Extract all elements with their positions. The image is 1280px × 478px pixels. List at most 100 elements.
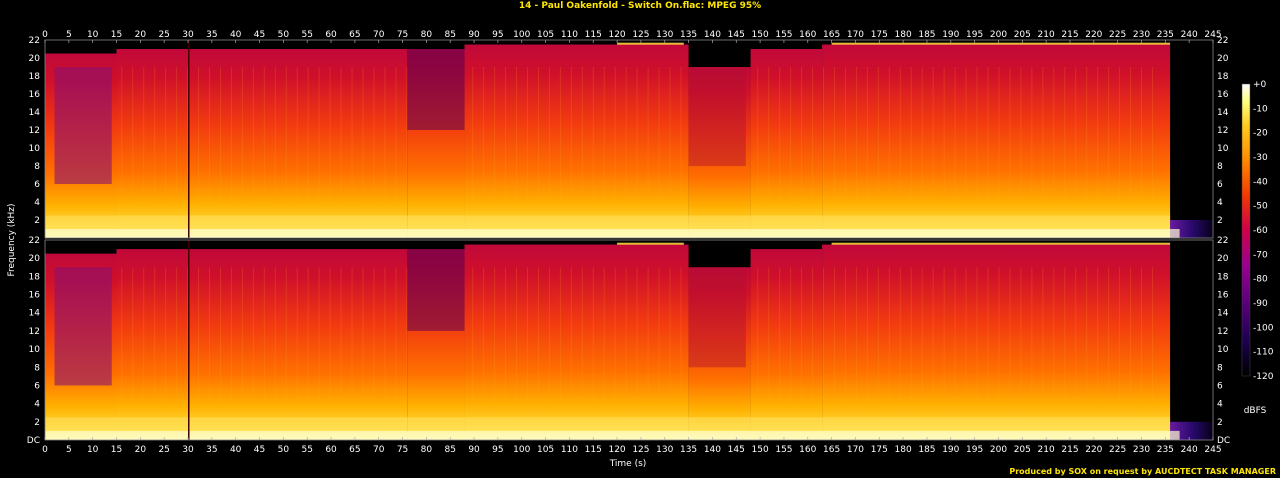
break-region xyxy=(407,249,465,331)
transient-streak xyxy=(296,67,298,211)
y-tick-label: 6 xyxy=(1217,381,1223,391)
x-tick-label: 80 xyxy=(421,445,433,455)
y-tick-label: 4 xyxy=(34,400,40,410)
hf-line xyxy=(617,242,684,245)
x-tick-label: 165 xyxy=(823,30,840,40)
transient-streak xyxy=(548,267,550,413)
transient-streak xyxy=(636,267,638,413)
transient-streak xyxy=(219,67,221,211)
transient-streak xyxy=(1108,67,1110,211)
transient-streak xyxy=(1042,267,1044,413)
y-tick-label: 12 xyxy=(1217,327,1228,337)
transient-streak xyxy=(680,67,682,211)
x-tick-label: 140 xyxy=(704,445,721,455)
y-tick-label: DC xyxy=(1217,436,1230,446)
y-tick-label: DC xyxy=(27,436,40,446)
transient-streak xyxy=(987,267,989,413)
transient-streak xyxy=(516,67,518,211)
y-tick-label: 10 xyxy=(1217,144,1229,154)
x-tick-label: 45 xyxy=(254,445,265,455)
x-tick-label: 15 xyxy=(111,445,122,455)
y-tick-label: 8 xyxy=(1217,363,1223,373)
transient-streak xyxy=(121,267,123,413)
colorbar-tick-label: -120 xyxy=(1253,372,1274,382)
transient-streak xyxy=(241,267,243,413)
x-tick-label: 75 xyxy=(397,30,408,40)
x-tick-label: 120 xyxy=(608,445,625,455)
transient-streak xyxy=(844,267,846,413)
y-tick-label: 12 xyxy=(29,327,40,337)
x-tick-label: 30 xyxy=(182,445,194,455)
transient-streak xyxy=(395,67,397,211)
y-tick-label: 20 xyxy=(29,54,41,64)
transient-streak xyxy=(570,267,572,413)
x-tick-label: 185 xyxy=(918,30,935,40)
x-tick-label: 135 xyxy=(680,445,697,455)
y-tick-label: 10 xyxy=(29,345,41,355)
spectrum-segment xyxy=(116,49,408,238)
colorbar-tick-label: -90 xyxy=(1253,299,1268,309)
transient-streak xyxy=(395,267,397,413)
x-tick-label: 205 xyxy=(1014,445,1031,455)
colorbar-tick-label: -110 xyxy=(1253,348,1274,358)
transient-streak xyxy=(1031,267,1033,413)
x-tick-label: 50 xyxy=(278,445,290,455)
y-tick-label: 14 xyxy=(1217,108,1229,118)
y-tick-label: 18 xyxy=(1217,72,1229,82)
x-tick-label: 245 xyxy=(1204,30,1221,40)
y-tick-label: 18 xyxy=(29,272,41,282)
transient-streak xyxy=(888,67,890,211)
transient-streak xyxy=(669,67,671,211)
transient-streak xyxy=(373,267,375,413)
colorbar-tick-label: -100 xyxy=(1253,323,1274,333)
y-tick-label: 6 xyxy=(34,381,40,391)
transient-streak xyxy=(165,67,167,211)
transient-streak xyxy=(1053,267,1055,413)
x-axis-top: 0 5 10 15 20 25 30 35 40 45 50 55 60 65 70 75 80 85 90 95 10… xyxy=(42,30,1222,43)
transient-streak xyxy=(614,67,616,211)
transient-streak xyxy=(1075,67,1077,211)
transient-streak xyxy=(472,267,474,413)
x-tick-label: 115 xyxy=(585,445,602,455)
x-tick-label: 225 xyxy=(1109,30,1126,40)
transient-streak xyxy=(384,67,386,211)
transient-streak xyxy=(1086,267,1088,413)
x-tick-label: 65 xyxy=(349,445,360,455)
x-tick-label: 80 xyxy=(421,30,433,40)
transient-streak xyxy=(812,267,814,413)
transient-streak xyxy=(494,267,496,413)
x-tick-label: 90 xyxy=(468,30,480,40)
x-tick-label: 210 xyxy=(1038,30,1055,40)
transient-streak xyxy=(1009,67,1011,211)
colorbar-tick-label: -70 xyxy=(1253,250,1268,260)
transient-streak xyxy=(537,67,539,211)
colorbar-tick-label: -30 xyxy=(1253,153,1268,163)
transient-streak xyxy=(954,67,956,211)
transient-streak xyxy=(866,67,868,211)
transient-streak xyxy=(625,67,627,211)
transient-streak xyxy=(132,67,134,211)
x-tick-label: 10 xyxy=(87,445,99,455)
transient-streak xyxy=(121,67,123,211)
transient-streak xyxy=(296,267,298,413)
transient-streak xyxy=(526,67,528,211)
transient-streak xyxy=(1141,67,1143,211)
transient-streak xyxy=(1151,67,1153,211)
x-tick-label: 230 xyxy=(1133,30,1150,40)
transient-streak xyxy=(176,67,178,211)
spectrum-segment xyxy=(116,249,408,440)
y-axis-label: Frequency (kHz) xyxy=(7,203,17,276)
x-tick-label: 70 xyxy=(373,30,385,40)
y-tick-label: 6 xyxy=(1217,180,1223,190)
x-tick-label: 200 xyxy=(990,30,1007,40)
panel-border xyxy=(44,239,1214,441)
transient-streak xyxy=(187,267,189,413)
spectrum-segment xyxy=(1170,421,1213,440)
transient-streak xyxy=(494,67,496,211)
spectrum-segment xyxy=(464,244,689,440)
transient-streak xyxy=(833,67,835,211)
axes-frame xyxy=(44,39,1214,441)
x-tick-label: 40 xyxy=(230,445,242,455)
transient-streak xyxy=(154,67,156,211)
x-tick-label: 145 xyxy=(728,445,745,455)
